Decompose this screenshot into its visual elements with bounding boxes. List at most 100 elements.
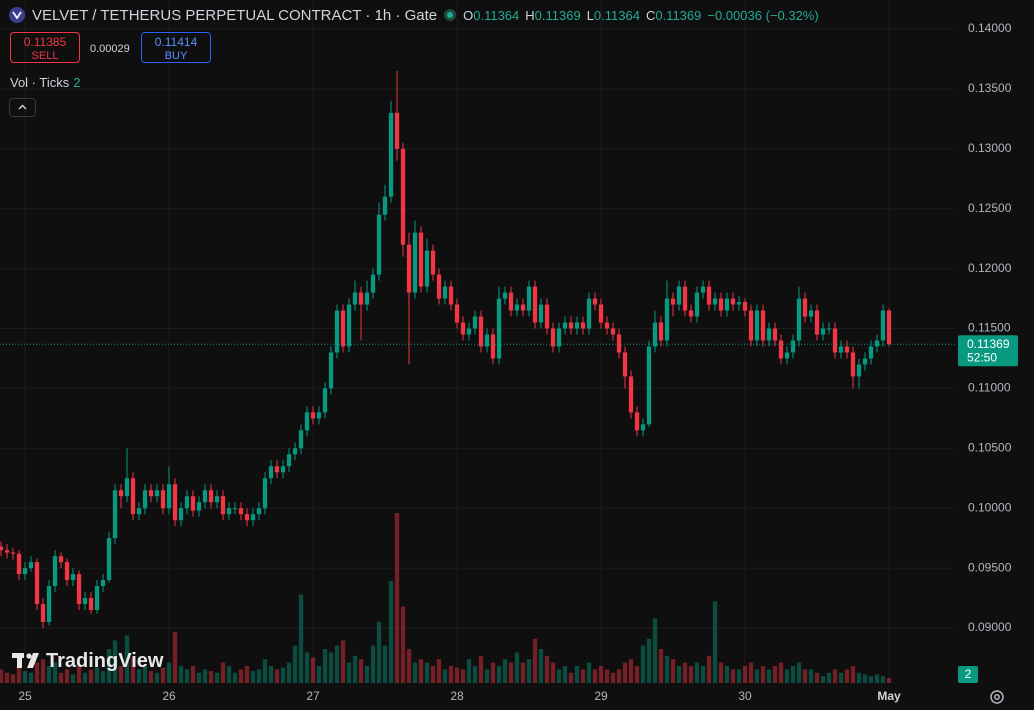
volume-bar [442,669,448,683]
volume-bar [226,666,232,683]
candle-body [772,328,778,341]
candle-body [784,352,790,359]
volume-bar [778,662,784,683]
volume-bar [550,662,556,683]
volume-bar [748,662,754,683]
volume-bar [280,667,286,683]
candle-body [550,328,556,347]
buy-button[interactable]: 0.11414 BUY [141,32,211,63]
candle-body [610,328,616,335]
y-tick-label: 0.13500 [968,81,1012,95]
candle-body [202,490,208,503]
candle-body [40,604,46,623]
candle-body [328,352,334,389]
candle-body [64,562,70,581]
candle-body [0,546,4,551]
volume-bar [388,581,394,683]
candle-body [424,250,430,287]
ohlc-key: O [463,7,474,23]
volume-bar [406,649,412,683]
volume-bar [232,672,238,683]
ohlc-key: H [525,7,535,23]
ohlc-value: 0.11364 [593,7,640,23]
y-tick-label: 0.10500 [968,440,1012,454]
candle-body [574,322,580,329]
candle-body [208,490,214,503]
volume-bar [4,672,10,683]
candle-body [568,322,574,329]
volume-bar [466,659,472,683]
volume-bar [508,662,514,683]
volume-bar [94,667,100,683]
sell-button[interactable]: 0.11385 SELL [10,32,80,63]
candle-body [814,310,820,335]
settings-icon[interactable] [990,690,1004,704]
volume-bar [322,649,328,683]
volume-bar [334,645,340,683]
volume-bar [10,674,16,683]
volume-bar [514,652,520,683]
volume-bar [166,662,172,683]
candle-body [292,448,298,455]
candle-body [400,148,406,245]
volume-bar [118,666,124,683]
candle-body [682,286,688,311]
countdown-label: 52:50 [967,350,997,364]
candle-body [700,286,706,293]
volume-bar [484,669,490,683]
collapse-button[interactable] [9,98,36,117]
volume-bar [616,669,622,683]
logo-icon [12,653,39,668]
candle-body [886,310,892,345]
candle-body [634,412,640,431]
volume-bar [886,677,892,683]
candle-body [556,328,562,347]
ohlc: O0.11364 H0.11369 L0.11364 C0.11369 −0.0… [463,8,819,23]
candle-body [856,364,862,377]
volume-axis-box [958,666,978,683]
volume-bar [754,669,760,683]
y-tick-label: 0.13000 [968,141,1012,155]
volume-bar [430,666,436,683]
volume-bar [574,666,580,683]
volume-bar [256,669,262,683]
volume-bar [760,666,766,683]
volume-bar [424,662,430,683]
volume-bar [382,645,388,683]
volume-bar [208,671,214,683]
candle-body [796,298,802,341]
volume-bar [490,662,496,683]
volume-bar [820,676,826,683]
volume-bar [100,671,106,683]
candle-body [430,250,436,275]
candle-body [352,292,358,305]
ohlc-value: 0.11369 [655,7,702,23]
volume-bar [238,669,244,683]
volume-bar [358,659,364,683]
candle-body [718,298,724,311]
candle-body [538,304,544,323]
candle-body [148,490,154,497]
volume-bar [250,671,256,683]
volume-bar [124,635,130,683]
candle-body [370,274,376,293]
symbol-title: VELVET / TETHERUS PERPETUAL CONTRACT · 1… [32,6,438,24]
volume-bar [346,662,352,683]
logo-text: TradingView [46,650,164,672]
candle-body [58,556,64,563]
volume-bar [724,666,730,683]
volume-bar [292,645,298,683]
volume-bar [682,662,688,683]
ohlc-key: C [645,7,656,23]
volume-bar [562,666,568,683]
indicator-legend: Vol · Ticks 2 [10,75,80,90]
volume-bar [22,671,28,683]
candle-body [484,334,490,347]
candle-body [142,490,148,509]
volume-bar [160,667,166,683]
y-tick-label: 0.09000 [968,620,1012,634]
volume-bar [376,621,382,683]
candle-body [226,508,232,515]
volume-bar [646,638,652,683]
candle-body [532,286,538,323]
